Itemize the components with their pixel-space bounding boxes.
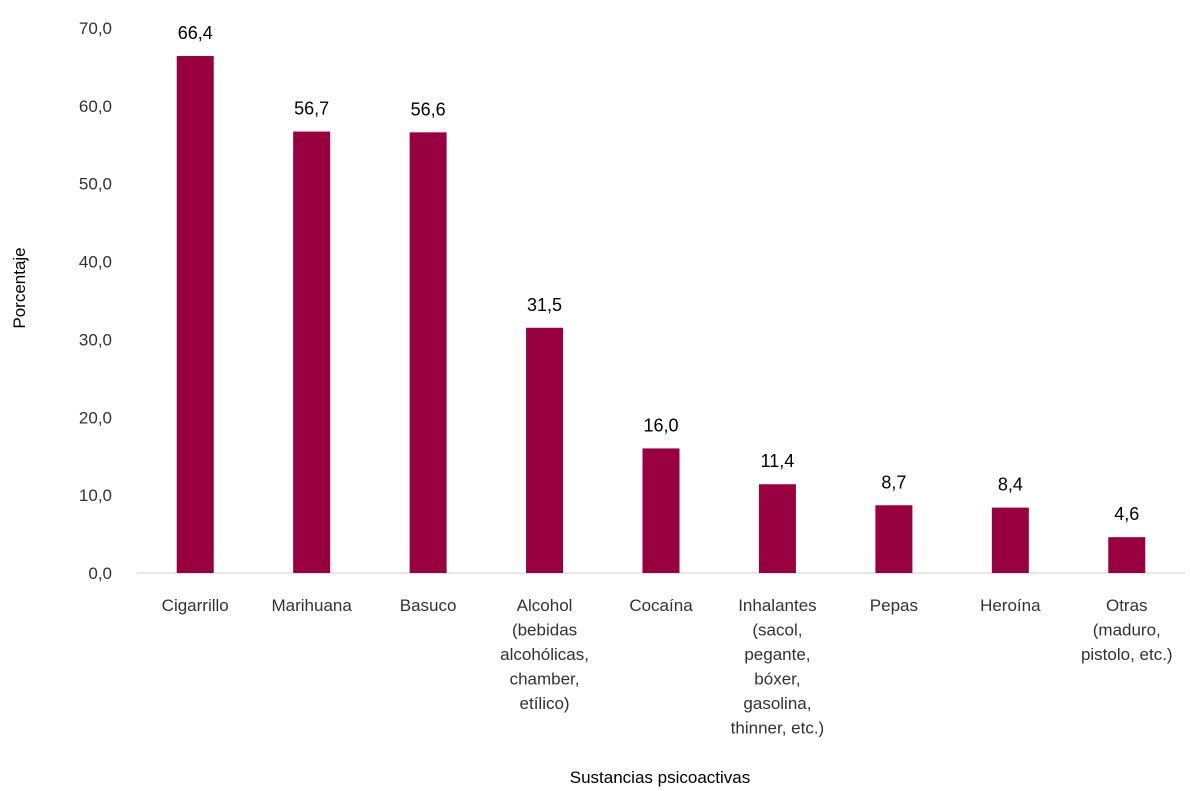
data-label: 31,5 <box>527 295 562 315</box>
category-label-line: Cocaína <box>629 596 693 615</box>
category-label: Inhalantes (sacol, pegante, bóxer, gasolina,… <box>731 596 825 738</box>
category-label-line: Heroína <box>980 596 1041 615</box>
category-label: Marihuana <box>272 596 353 615</box>
category-label-line: Marihuana <box>272 596 353 615</box>
bar <box>176 56 214 574</box>
data-labels: 66,4 56,7 56,6 31,5 16,0 11,4 8,7 8,4 4,6 <box>178 23 1140 524</box>
y-tick-label: 50,0 <box>79 175 112 194</box>
y-tick-label: 0,0 <box>88 564 112 583</box>
y-tick-label: 60,0 <box>79 97 112 116</box>
data-label: 16,0 <box>643 415 678 435</box>
category-label-line: pegante, <box>744 645 810 664</box>
data-label: 66,4 <box>178 23 213 43</box>
data-label: 4,6 <box>1114 504 1139 524</box>
category-label-line: (maduro, <box>1093 621 1161 640</box>
bar <box>758 484 796 573</box>
y-axis-ticks: 0,0 10,0 20,0 30,0 40,0 50,0 60,0 70,0 <box>79 19 112 583</box>
y-tick-label: 40,0 <box>79 253 112 272</box>
bars <box>176 56 1146 574</box>
category-label: Otras (maduro, pistolo, etc.) <box>1081 596 1173 664</box>
category-label-line: pistolo, etc.) <box>1081 645 1173 664</box>
category-label-line: etílico) <box>520 694 570 713</box>
category-label-line: (sacol, <box>752 621 802 640</box>
bar <box>1108 537 1146 573</box>
category-label-line: Inhalantes <box>738 596 816 615</box>
category-label-line: gasolina, <box>743 694 811 713</box>
category-label: Heroína <box>980 596 1041 615</box>
bar <box>293 131 331 574</box>
bar <box>526 327 564 573</box>
bar <box>991 507 1029 573</box>
data-label: 11,4 <box>761 451 795 471</box>
category-label-line: Cigarrillo <box>162 596 229 615</box>
bar <box>409 132 447 574</box>
y-tick-label: 20,0 <box>79 408 112 427</box>
category-label: Cigarrillo <box>162 596 229 615</box>
category-label: Basuco <box>400 596 457 615</box>
category-label-line: Pepas <box>870 596 918 615</box>
y-tick-label: 10,0 <box>79 486 112 505</box>
category-label-line: Otras <box>1106 596 1148 615</box>
data-label: 8,4 <box>998 475 1023 495</box>
y-tick-label: 30,0 <box>79 330 112 349</box>
category-label-line: chamber, <box>510 670 580 689</box>
category-labels: Cigarrillo Marihuana Basuco Alcohol (bebidas… <box>162 596 1173 738</box>
data-label: 8,7 <box>881 472 906 492</box>
bar <box>642 448 680 573</box>
category-label-line: alcohólicas, <box>500 645 589 664</box>
y-axis-title: Porcentaje <box>10 247 29 328</box>
data-label: 56,7 <box>294 99 329 119</box>
category-label: Alcohol (bebidas alcohólicas, chamber, etíli… <box>500 596 589 713</box>
category-label-line: Basuco <box>400 596 457 615</box>
category-label: Pepas <box>870 596 918 615</box>
data-label: 56,6 <box>411 99 446 119</box>
category-label-line: bóxer, <box>754 670 800 689</box>
category-label-line: thinner, etc.) <box>731 719 825 738</box>
x-axis-title: Sustancias psicoactivas <box>570 768 750 787</box>
bar <box>875 505 913 573</box>
category-label: Cocaína <box>629 596 693 615</box>
y-tick-label: 70,0 <box>79 19 112 38</box>
category-label-line: (bebidas <box>512 621 577 640</box>
category-label-line: Alcohol <box>517 596 573 615</box>
